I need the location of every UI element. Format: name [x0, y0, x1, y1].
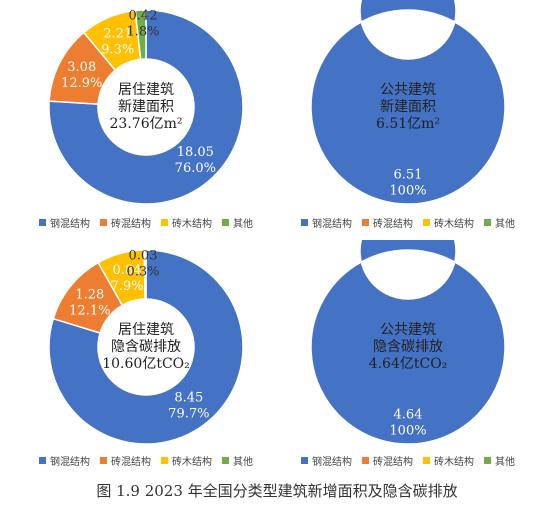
legend-item: 砖木结构 — [161, 453, 212, 468]
slice-percent-label: 79.7% — [168, 406, 209, 421]
legend: 钢混结构 砖混结构 砖木结构 其他 — [16, 452, 276, 468]
legend-label: 砖木结构 — [172, 456, 212, 468]
legend-swatch — [301, 218, 308, 226]
center-label-line: 公共建筑 — [380, 82, 436, 98]
slice-percent-label: 0.3% — [126, 265, 159, 280]
legend: 钢混结构 砖混结构 砖木结构 其他 — [278, 452, 538, 468]
center-label-line: 10.60亿tCO₂ — [102, 356, 190, 372]
legend-swatch — [161, 218, 168, 226]
legend-swatch — [161, 456, 168, 464]
slice-value-label: 4.64 — [394, 408, 423, 423]
chart-panel-public-carbon: 4.64 100% 公共建筑 隐含碳排放 4.64亿tCO₂ 钢混结构 砖混结构 砖木结构 其… — [278, 240, 538, 470]
legend-swatch — [362, 456, 369, 464]
slice-percent-label: 12.9% — [61, 76, 102, 91]
legend-swatch — [39, 456, 46, 464]
legend-item: 砖混结构 — [100, 453, 151, 468]
legend-item: 其他 — [222, 453, 253, 468]
legend-swatch — [362, 218, 369, 226]
legend-label: 其他 — [495, 218, 515, 230]
legend-item: 砖混结构 — [362, 215, 413, 230]
legend-label: 其他 — [495, 456, 515, 468]
chart-panel-residential-area: 18.05 76.0% 3.08 12.9% 2.21 9.3% 0.42 1.8% 居住建筑新… — [16, 0, 276, 230]
legend-item: 钢混结构 — [39, 453, 90, 468]
legend-label: 砖木结构 — [172, 218, 212, 230]
legend-item: 砖木结构 — [423, 215, 474, 230]
donut-slice-1 — [310, 240, 506, 445]
legend-swatch — [222, 456, 229, 464]
legend-label: 砖木结构 — [434, 218, 474, 230]
slice-value-label: 0.03 — [129, 249, 158, 264]
slice-value-label: 18.05 — [177, 145, 214, 160]
slice-percent-label: 100% — [389, 184, 426, 199]
center-label-line: 23.76亿m² — [110, 116, 183, 132]
legend-label: 其他 — [233, 456, 253, 468]
slice-value-label: 3.08 — [67, 60, 96, 75]
slice-percent-label: 12.1% — [69, 303, 110, 318]
legend-swatch — [484, 456, 491, 464]
slice-percent-label: 100% — [389, 424, 426, 439]
center-label-line: 新建面积 — [118, 99, 174, 115]
slice-value-label: 0.84 — [113, 263, 142, 278]
legend-label: 钢混结构 — [50, 218, 90, 230]
figure-caption: 图 1.9 2023 年全国分类型建筑新增面积及隐含碳排放 — [96, 482, 458, 500]
center-label-line: 隐含碳排放 — [111, 339, 181, 355]
slice-value-label: 2.21 — [103, 26, 132, 41]
chart-panel-public-area: 6.51 100% 公共建筑 新建面积 6.51亿m² 钢混结构 砖混结构 砖木结构 其他 — [278, 0, 538, 230]
legend-swatch — [100, 456, 107, 464]
legend-swatch — [222, 218, 229, 226]
slice-percent-label: 1.8% — [126, 25, 159, 40]
legend-swatch — [423, 456, 430, 464]
legend-item: 其他 — [484, 453, 515, 468]
legend-item: 其他 — [222, 215, 253, 230]
center-label-line: 隐含碳排放 — [373, 339, 443, 355]
legend-item: 钢混结构 — [39, 215, 90, 230]
donut-slice-1 — [48, 9, 244, 205]
slice-value-label: 8.45 — [174, 390, 203, 405]
donut-slice-1 — [48, 249, 244, 445]
legend-item: 砖混结构 — [100, 215, 151, 230]
donut-slice-1 — [310, 0, 506, 205]
slice-percent-label: 9.3% — [101, 42, 134, 57]
legend-item: 砖混结构 — [362, 453, 413, 468]
legend-swatch — [484, 218, 491, 226]
legend-item: 砖木结构 — [161, 215, 212, 230]
legend-swatch — [301, 456, 308, 464]
donut-slice-4 — [143, 249, 147, 300]
slice-value-label: 0.42 — [129, 9, 158, 24]
legend-item: 砖木结构 — [423, 453, 474, 468]
legend-item: 钢混结构 — [301, 215, 352, 230]
center-label-line: 居住建筑 — [118, 82, 174, 98]
legend-swatch — [423, 218, 430, 226]
slice-value-label: 6.51 — [394, 168, 423, 183]
legend-label: 砖混结构 — [111, 218, 151, 230]
legend-label: 砖混结构 — [373, 456, 413, 468]
legend-item: 其他 — [484, 215, 515, 230]
slice-percent-label: 7.9% — [111, 279, 144, 294]
center-label-line: 新建面积 — [380, 99, 436, 115]
legend-label: 砖混结构 — [111, 456, 151, 468]
legend-label: 钢混结构 — [312, 456, 352, 468]
slice-percent-label: 76.0% — [175, 161, 216, 176]
donut-slice-4 — [134, 9, 147, 61]
slice-value-label: 1.28 — [75, 287, 104, 302]
legend-label: 其他 — [233, 218, 253, 230]
legend-swatch — [100, 218, 107, 226]
center-label-line: 4.64亿tCO₂ — [369, 356, 448, 372]
legend-label: 砖木结构 — [434, 456, 474, 468]
center-label-line: 6.51亿m² — [376, 116, 440, 132]
legend-label: 钢混结构 — [50, 456, 90, 468]
center-label-line: 居住建筑 — [118, 322, 174, 338]
legend-label: 钢混结构 — [312, 218, 352, 230]
legend: 钢混结构 砖混结构 砖木结构 其他 — [278, 214, 538, 230]
legend-swatch — [39, 218, 46, 226]
chart-panel-residential-carbon: 8.45 79.7% 1.28 12.1% 0.84 7.9% 0.03 0.3% 居住建筑 隐含… — [16, 240, 276, 470]
legend-item: 钢混结构 — [301, 453, 352, 468]
legend-label: 砖混结构 — [373, 218, 413, 230]
center-label-line: 公共建筑 — [380, 322, 436, 338]
legend: 钢混结构 砖混结构 砖木结构 其他 — [16, 214, 276, 230]
